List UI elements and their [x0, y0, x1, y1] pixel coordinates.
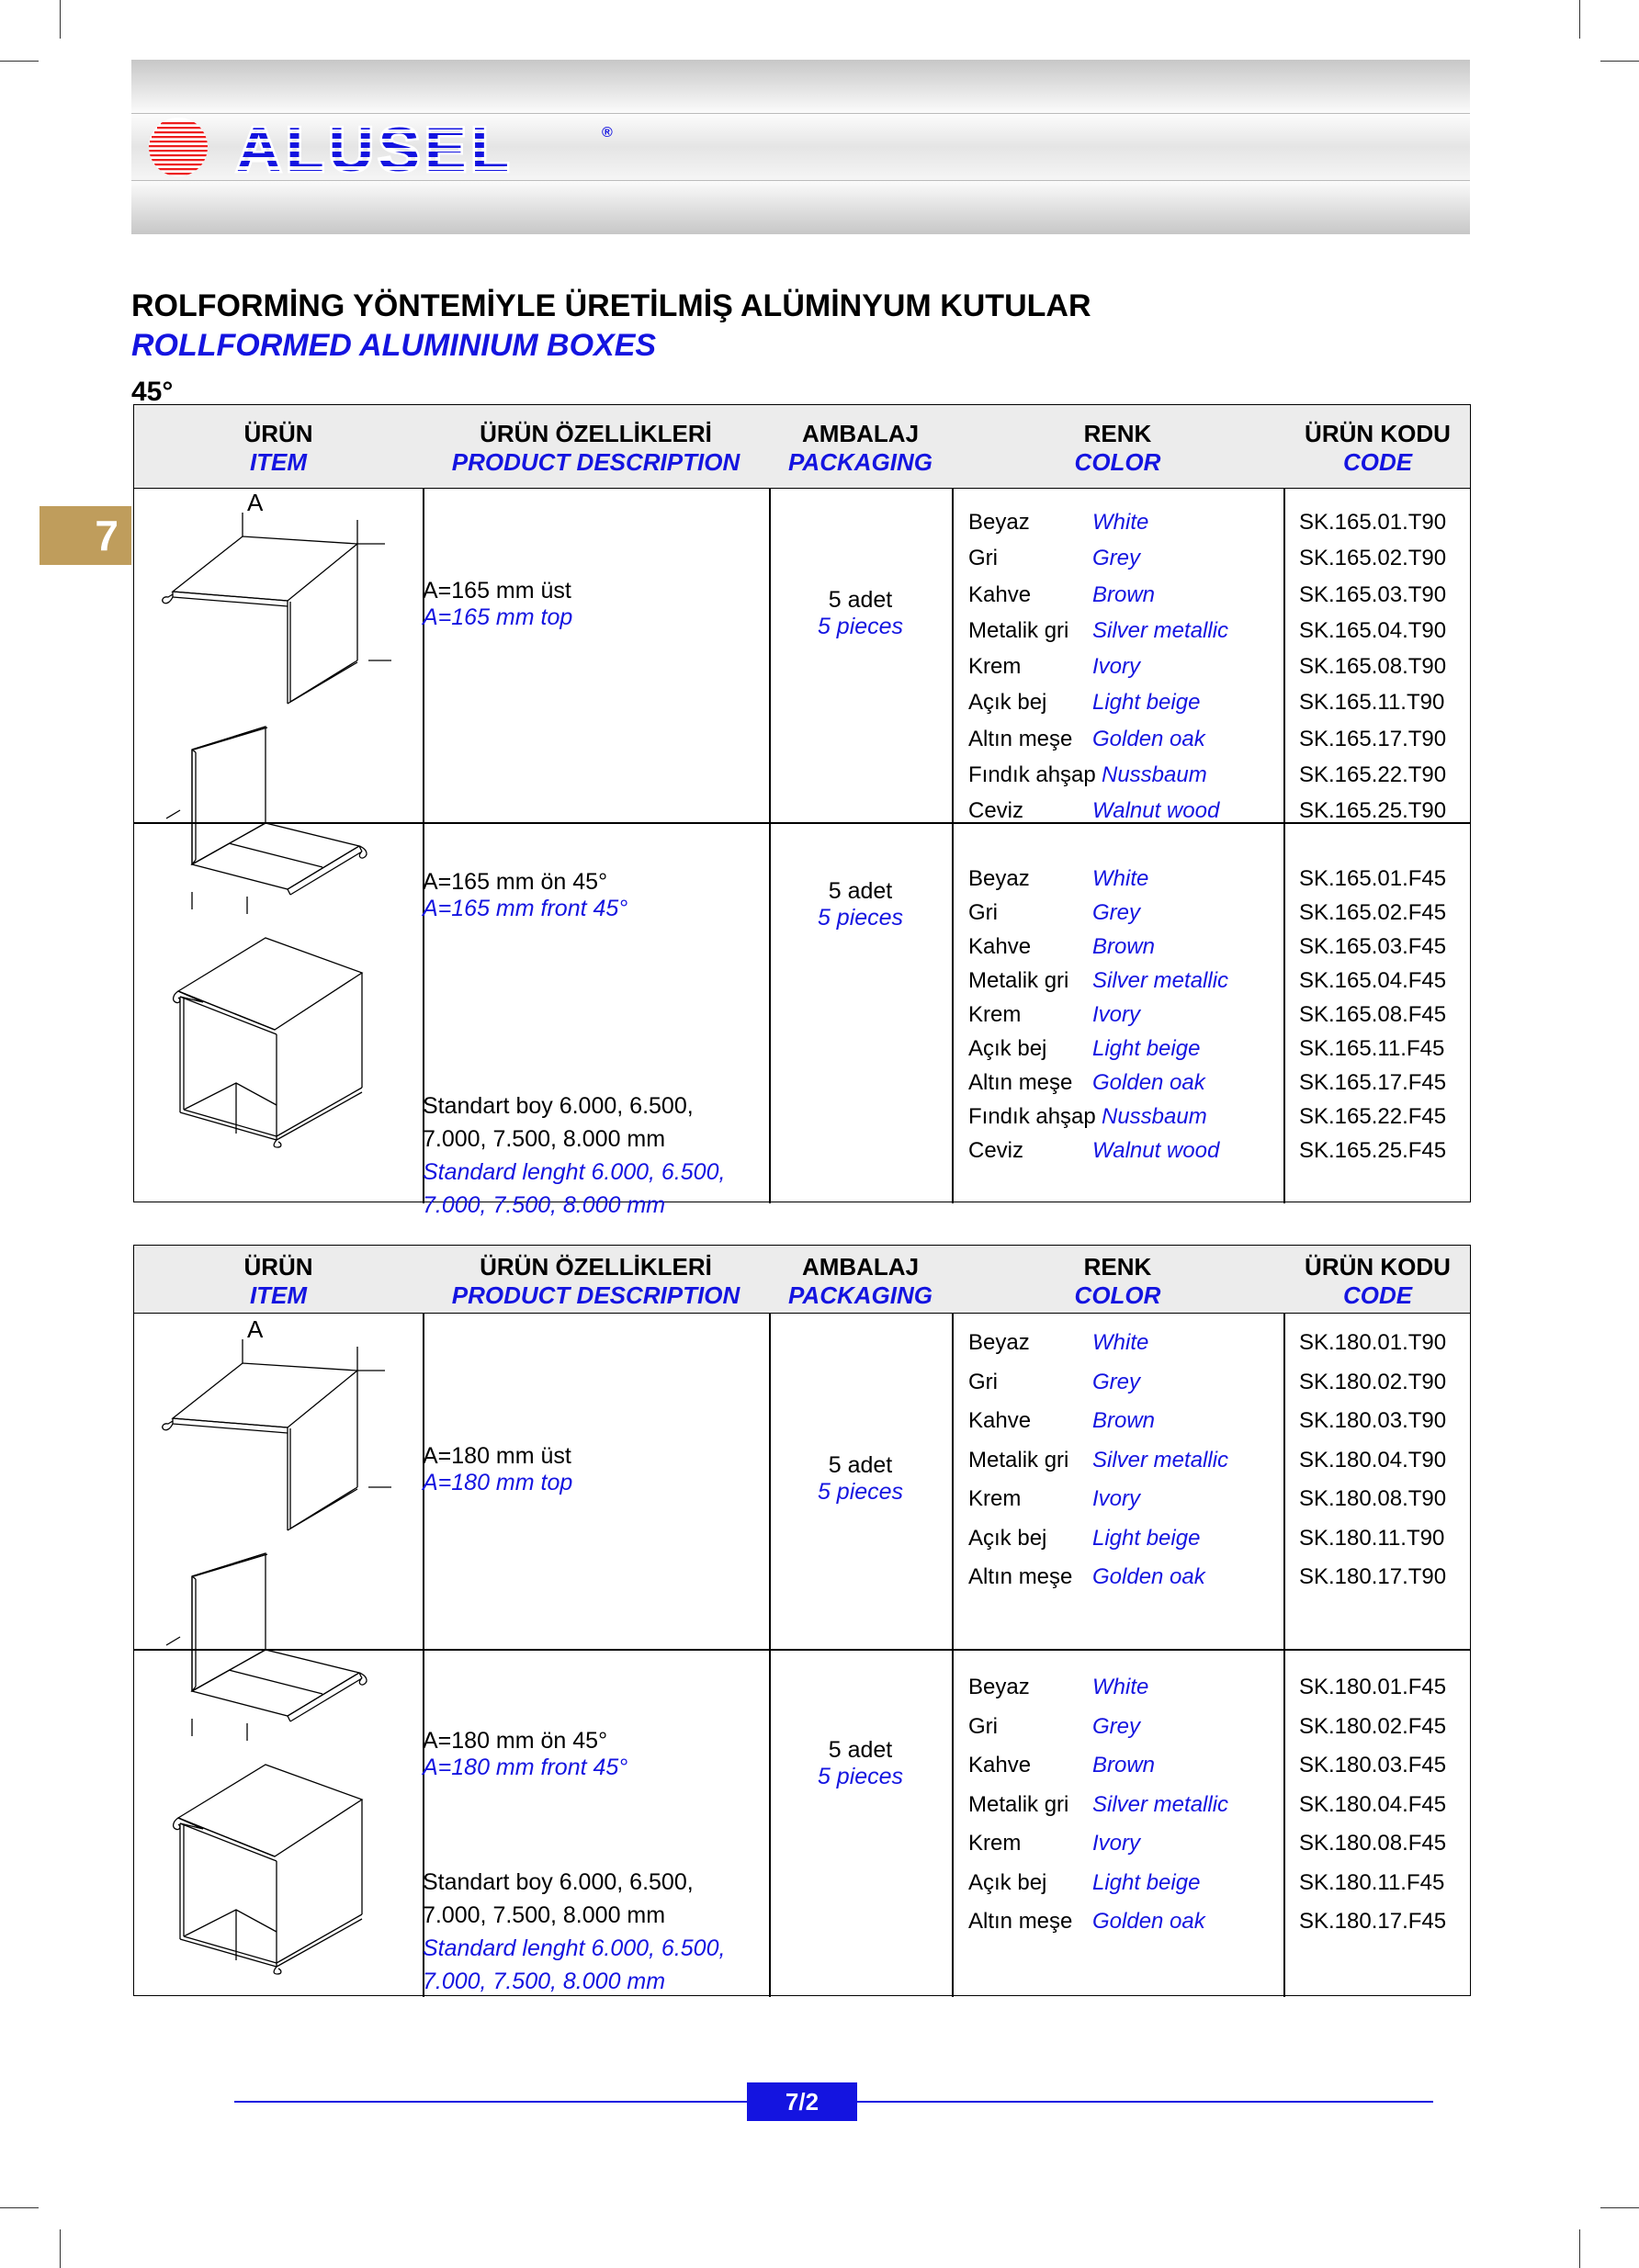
svg-text:A: A [247, 492, 264, 516]
svg-text:®: ® [602, 125, 613, 141]
svg-text:A: A [247, 1319, 264, 1343]
